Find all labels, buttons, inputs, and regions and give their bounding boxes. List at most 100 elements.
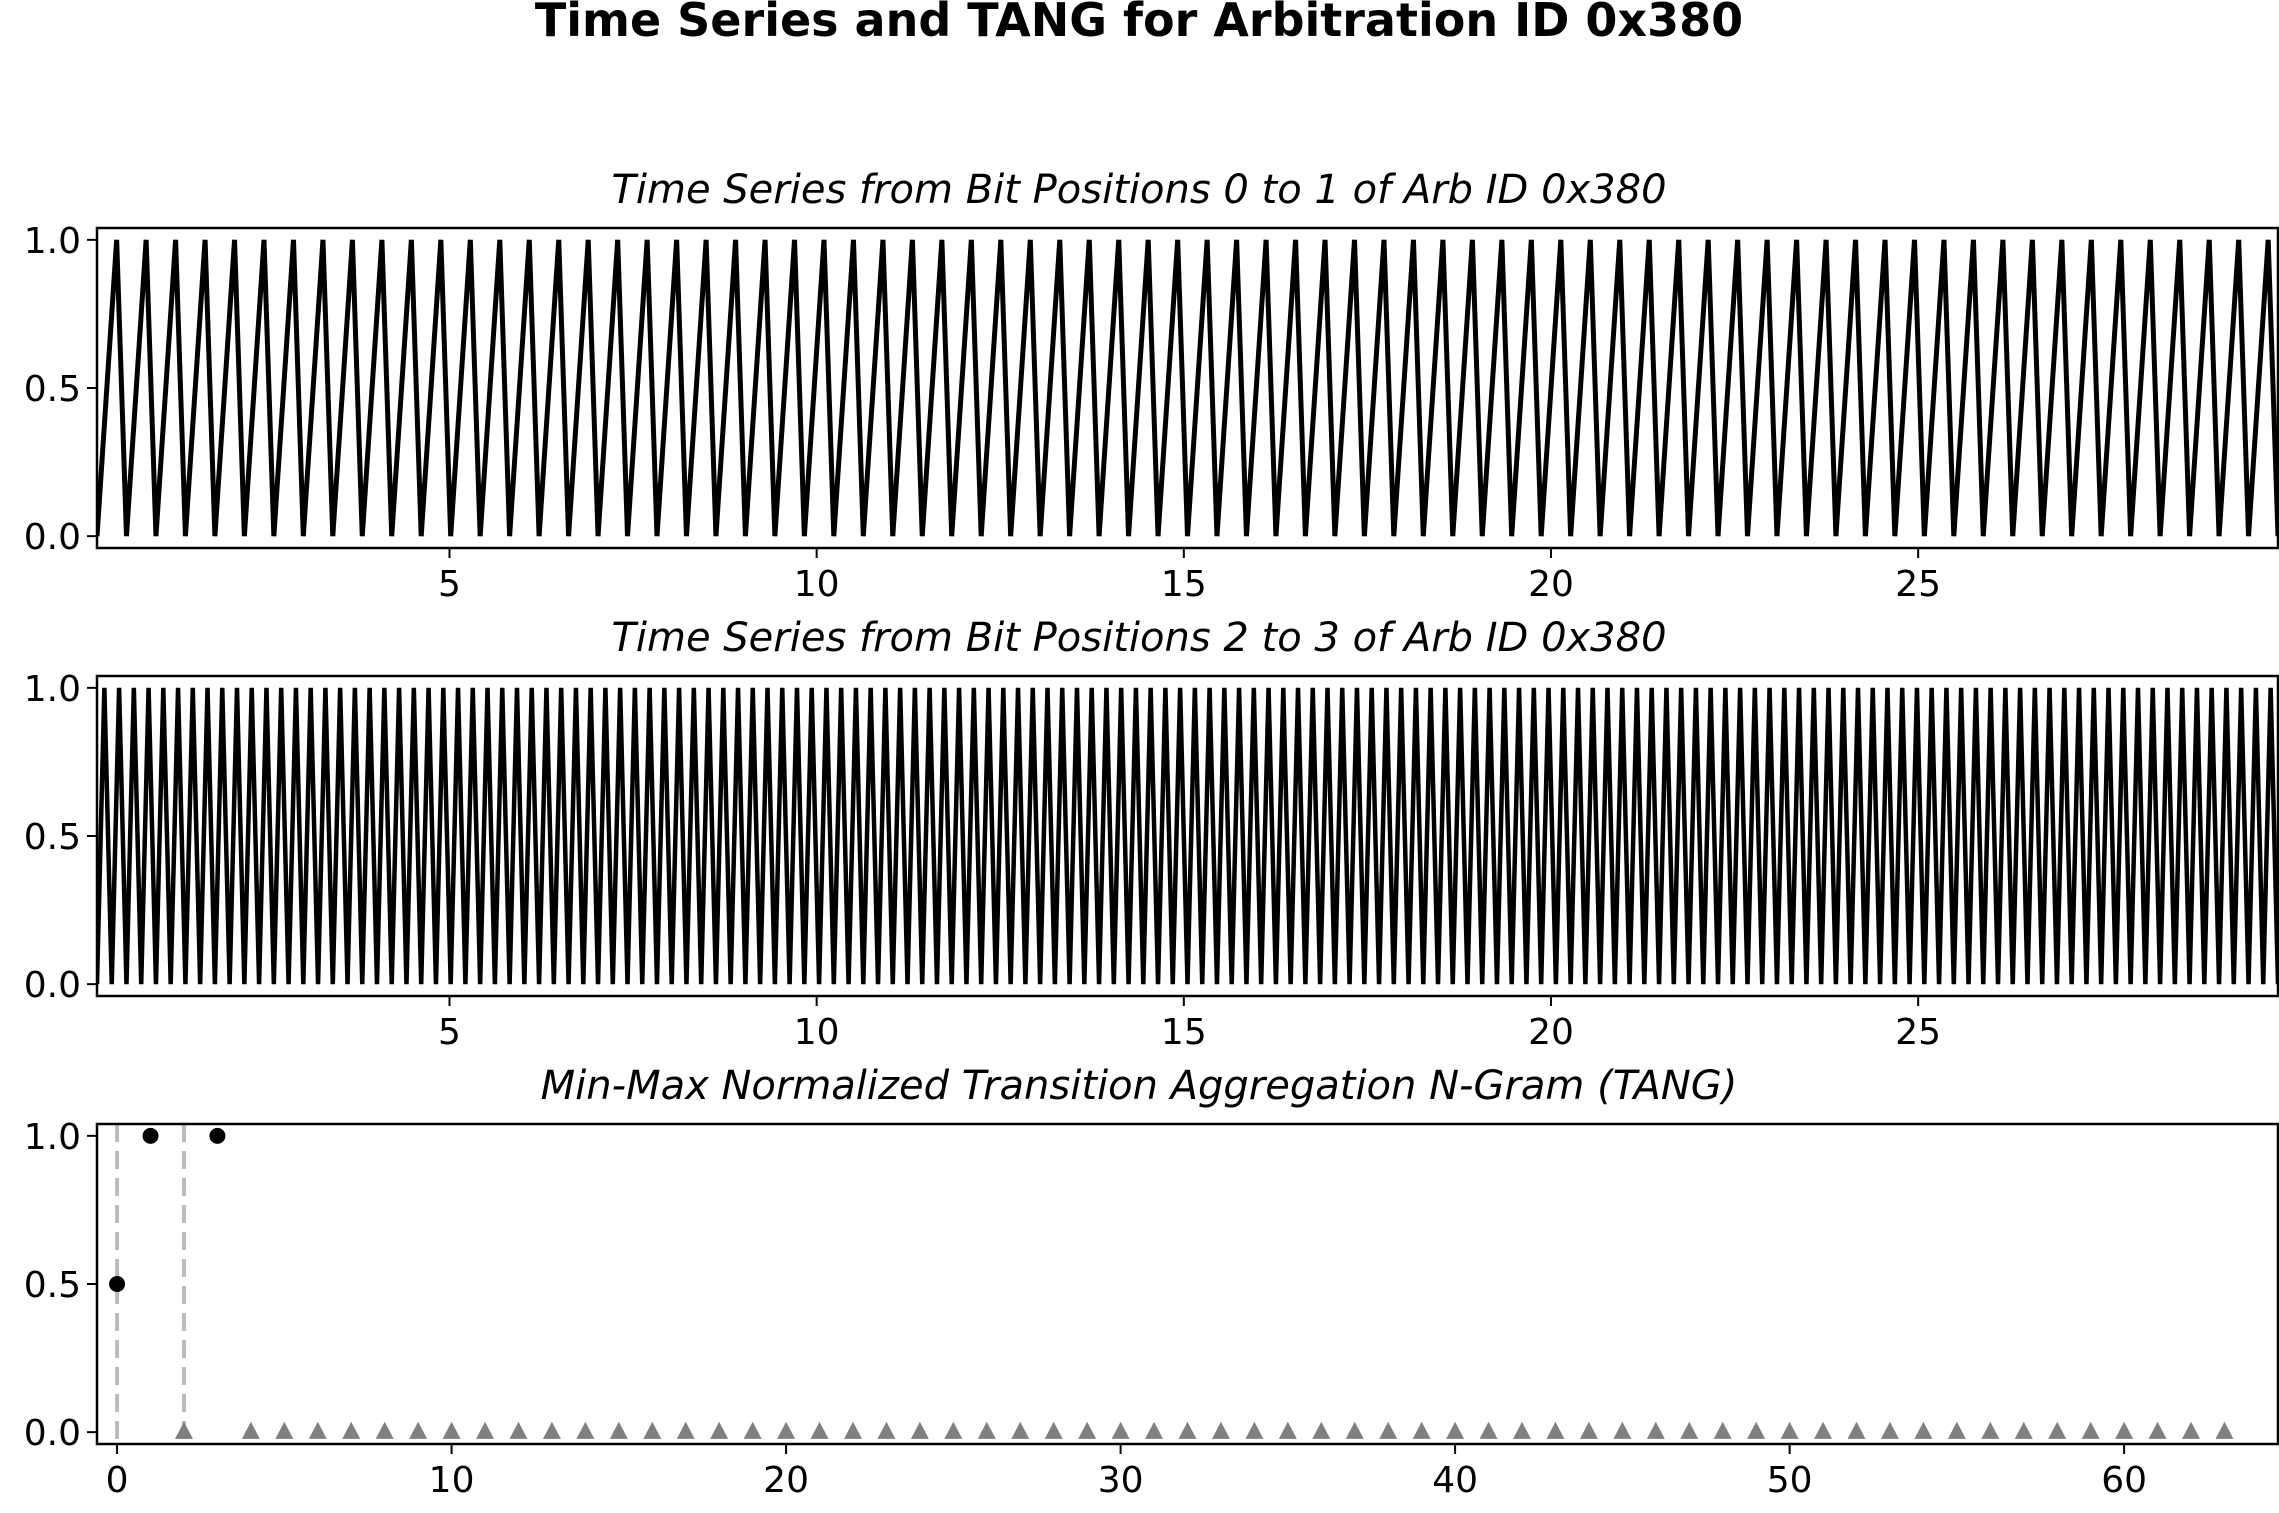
panel-tang-zero-marker — [275, 1421, 294, 1439]
panel-tang-zero-marker — [1613, 1421, 1632, 1439]
panel-bits-2-3-xtick-label: 10 — [794, 1012, 840, 1053]
panel-bits-0-1-frame — [95, 226, 2279, 550]
panel-tang-zero-marker — [676, 1421, 695, 1439]
panel-bits-0-1-ytick-label: 0.5 — [24, 369, 81, 410]
panel-bits-2-3-xtick-label: 20 — [1528, 1012, 1574, 1053]
panel-tang-xtick-label: 0 — [106, 1460, 129, 1501]
panel-tang-zero-marker — [1513, 1421, 1532, 1439]
panel-tang-zero-marker — [1379, 1421, 1398, 1439]
panel-bits-0-1-xtick-label: 15 — [1161, 564, 1207, 605]
panel-tang-zero-marker — [2081, 1421, 2100, 1439]
panel-tang-xtick-label: 30 — [1098, 1460, 1144, 1501]
panel-tang-zero-marker — [1546, 1421, 1565, 1439]
panel-tang-zero-marker — [944, 1421, 963, 1439]
panel-bits-2-3-plot: 0.0 0.5 1.0 5 10 15 20 25 — [24, 669, 2279, 1053]
panel-tang-zero-marker — [1345, 1421, 1364, 1439]
panel-tang-point — [109, 1276, 126, 1292]
panel-tang-zero-marker — [1011, 1421, 1030, 1439]
panel-tang-zero-marker — [174, 1421, 193, 1439]
panel-tang-zero-marker — [1312, 1421, 1331, 1439]
panel-tang-zero-marker — [2182, 1421, 2201, 1439]
panel-bits-2-3-series-line — [97, 687, 2278, 985]
panel-tang-zero-marker — [1211, 1421, 1230, 1439]
panel-tang-zero-marker — [476, 1421, 495, 1439]
panel-tang-zero-marker — [1479, 1421, 1498, 1439]
panel-tang-zero-marker — [1178, 1421, 1197, 1439]
panel-tang-zero-marker — [843, 1421, 862, 1439]
panel-bits-0-1: Time Series from Bit Positions 0 to 1 of… — [24, 167, 2279, 605]
panel-bits-0-1-xtick-label: 20 — [1528, 564, 1574, 605]
panel-bits-0-1-title: Time Series from Bit Positions 0 to 1 of… — [611, 167, 1666, 213]
panel-tang-zero-marker — [609, 1421, 628, 1439]
panel-tang-zero-marker — [743, 1421, 762, 1439]
panel-tang-plot: 0.0 0.5 1.0 0 10 20 30 40 50 60 — [24, 1117, 2279, 1501]
panel-bits-2-3-xtick-label: 5 — [438, 1012, 461, 1053]
panel-tang-zero-marker — [1914, 1421, 1933, 1439]
panel-tang-zero-marker — [2148, 1421, 2167, 1439]
panel-tang-zero-marker — [877, 1421, 896, 1439]
panel-tang-zero-marker — [1713, 1421, 1732, 1439]
panel-bits-2-3-title: Time Series from Bit Positions 2 to 3 of… — [611, 615, 1666, 661]
panel-tang: Min-Max Normalized Transition Aggregatio… — [24, 1063, 2279, 1501]
panel-tang-zero-marker — [1111, 1421, 1130, 1439]
panel-tang-ytick-label: 0.5 — [24, 1265, 81, 1306]
panel-tang-zero-marker — [1814, 1421, 1833, 1439]
panel-tang-zero-marker — [1747, 1421, 1766, 1439]
panel-bits-2-3-ytick-label: 1.0 — [24, 669, 81, 710]
panel-bits-0-1-series-line — [97, 239, 2278, 537]
panel-tang-zero-marker — [442, 1421, 461, 1439]
panel-bits-2-3-ytick-label: 0.0 — [24, 965, 81, 1006]
panel-tang-xtick-label: 20 — [763, 1460, 809, 1501]
panel-tang-xtick-label: 50 — [1767, 1460, 1813, 1501]
panel-tang-point — [209, 1127, 226, 1144]
panel-tang-zero-marker — [777, 1421, 796, 1439]
panel-tang-zero-marker — [542, 1421, 561, 1439]
panel-tang-zero-marker — [409, 1421, 428, 1439]
panel-tang-zero-marker — [1847, 1421, 1866, 1439]
panel-tang-xtick-label: 40 — [1432, 1460, 1478, 1501]
panel-bits-2-3-frame — [95, 674, 2279, 998]
panel-tang-zero-marker — [977, 1421, 996, 1439]
panel-tang-zero-marker — [1044, 1421, 1063, 1439]
panel-tang-zero-marker — [1579, 1421, 1598, 1439]
figure-title: Time Series and TANG for Arbitration ID … — [535, 0, 1743, 47]
panel-tang-zero-marker — [1278, 1421, 1297, 1439]
panel-tang-zero-marker — [1412, 1421, 1431, 1439]
panel-tang-zero-marker — [1981, 1421, 2000, 1439]
panel-tang-zero-marker — [375, 1421, 394, 1439]
panel-tang-title: Min-Max Normalized Transition Aggregatio… — [541, 1063, 1738, 1109]
panel-bits-2-3-xtick-label: 15 — [1161, 1012, 1207, 1053]
panel-bits-0-1-ytick-label: 0.0 — [24, 517, 81, 558]
panel-tang-zero-marker — [342, 1421, 361, 1439]
panel-bits-0-1-xtick-label: 25 — [1895, 564, 1941, 605]
panel-bits-2-3-xtick-label: 25 — [1895, 1012, 1941, 1053]
panel-tang-zero-marker — [810, 1421, 829, 1439]
panel-bits-0-1-ytick-label: 1.0 — [24, 221, 81, 262]
panel-bits-0-1-plot: 0.0 0.5 1.0 5 10 15 20 25 — [24, 221, 2279, 605]
panel-bits-2-3-ytick-label: 0.5 — [24, 817, 81, 858]
panel-tang-zero-marker — [2048, 1421, 2067, 1439]
panel-tang-zero-marker — [1880, 1421, 1899, 1439]
panel-tang-zero-marker — [1078, 1421, 1097, 1439]
panel-tang-ytick-label: 1.0 — [24, 1117, 81, 1158]
panel-tang-zero-marker — [2014, 1421, 2033, 1439]
panel-tang-zero-marker — [910, 1421, 929, 1439]
panel-bits-0-1-xtick-label: 10 — [794, 564, 840, 605]
panel-tang-zero-marker — [1446, 1421, 1465, 1439]
panel-tang-point — [142, 1127, 159, 1144]
panel-tang-zero-marker — [576, 1421, 595, 1439]
panel-tang-xtick-label: 10 — [429, 1460, 475, 1501]
panel-tang-zero-marker — [308, 1421, 327, 1439]
panel-tang-zero-marker — [2215, 1421, 2234, 1439]
panel-tang-xtick-label: 60 — [2101, 1460, 2147, 1501]
panel-tang-zero-marker — [710, 1421, 729, 1439]
panel-bits-0-1-xtick-label: 5 — [438, 564, 461, 605]
panel-tang-zero-marker — [509, 1421, 528, 1439]
panel-tang-zero-marker — [1145, 1421, 1164, 1439]
panel-tang-zero-marker — [1780, 1421, 1799, 1439]
panel-tang-zero-marker — [1680, 1421, 1699, 1439]
panel-tang-zero-marker — [1947, 1421, 1966, 1439]
panel-tang-zero-marker — [241, 1421, 260, 1439]
panel-tang-frame — [95, 1122, 2279, 1446]
